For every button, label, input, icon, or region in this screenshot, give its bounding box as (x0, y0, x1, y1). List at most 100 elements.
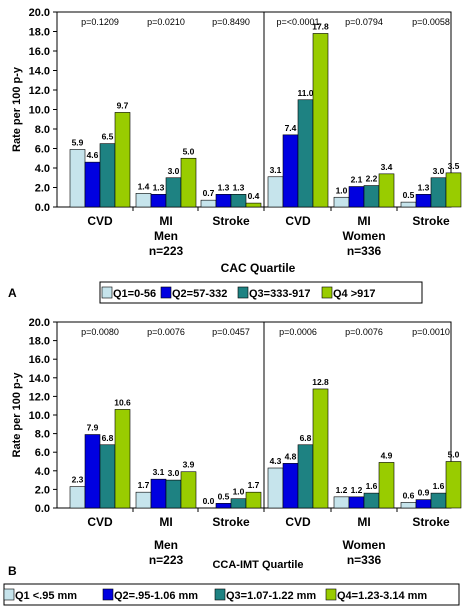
bar (348, 186, 365, 208)
legend-swatch (160, 286, 172, 299)
category-label: Stroke (212, 515, 250, 529)
group-n-label: n=336 (347, 553, 382, 567)
y-tick-label: 0.0 (35, 503, 50, 515)
legend-entry: Q3=1.07-1.22 mm (226, 590, 316, 602)
bar (363, 492, 380, 509)
y-tick-label: 2.0 (35, 484, 50, 496)
y-tick-label: 4.0 (35, 163, 50, 175)
bar (230, 498, 247, 509)
bar (135, 491, 152, 509)
bar (282, 134, 299, 208)
bar (135, 193, 152, 208)
bar-value-label: 0.5 (218, 491, 230, 501)
bar-value-label: 6.8 (300, 433, 312, 443)
p-value-label: p=0.0457 (212, 327, 250, 337)
y-tick-label: 8.0 (35, 429, 50, 441)
y-tick-label: 18.0 (29, 336, 50, 348)
bar (69, 149, 86, 208)
bar (415, 194, 432, 208)
bar-value-label: 1.3 (218, 182, 230, 192)
y-tick-label: 8.0 (35, 124, 50, 136)
bar-value-label: 1.7 (138, 480, 150, 490)
bar (430, 177, 447, 208)
p-value-label: p=0.1209 (81, 17, 119, 27)
bar (378, 462, 395, 509)
y-tick-label: 18.0 (29, 27, 50, 39)
bar-value-label: 3.0 (168, 166, 180, 176)
legend-swatch (102, 588, 114, 601)
legend-entry: Q3=333-917 (249, 288, 310, 300)
bar-value-label: 10.6 (114, 397, 131, 407)
x-axis-title: CCA-IMT Quartile (212, 559, 303, 571)
legend-entry: Q1=0-56 (113, 288, 156, 300)
legend-swatch (321, 286, 333, 299)
chart-panel-a: 0.0 2.0 4.0 6.0 8.0 10.0 12.0 14.0 16.0 18.0 20.0 R… (8, 7, 462, 304)
group-n-label: n=336 (347, 244, 382, 258)
bar (215, 194, 232, 208)
bar-value-label: 1.2 (351, 485, 363, 495)
bar (245, 202, 262, 208)
bar-value-label: 1.6 (366, 481, 378, 491)
bar-value-label: 1.3 (233, 182, 245, 192)
bar-value-label: 1.0 (336, 185, 348, 195)
bar-value-label: 1.0 (233, 487, 245, 497)
bar (297, 444, 314, 509)
legend-swatch (101, 286, 113, 299)
y-tick-label: 16.0 (29, 46, 50, 58)
bar (200, 199, 217, 208)
bar (363, 185, 380, 208)
category-label: Stroke (212, 214, 250, 228)
bar-value-label: 3.0 (168, 468, 180, 478)
bar (215, 503, 232, 509)
bar-value-label: 3.0 (433, 166, 445, 176)
bar-value-label: 0.7 (203, 188, 215, 198)
bar (445, 461, 462, 509)
bar (312, 388, 329, 509)
chart-panel-b: 0.0 2.0 4.0 6.0 8.0 10.0 12.0 14.0 16.0 18.0 20.0 R… (3, 317, 462, 606)
bar (180, 157, 197, 208)
bar (297, 99, 314, 208)
bar (114, 409, 131, 509)
bar-value-label: 5.9 (72, 137, 84, 147)
bar-value-label: 11.0 (297, 88, 313, 98)
p-value-label: p=0.0794 (345, 17, 383, 27)
bar-value-label: 2.3 (72, 475, 84, 485)
bar (69, 486, 86, 509)
bar-value-label: 2.1 (351, 175, 363, 185)
category-label: Stroke (412, 515, 450, 529)
group-sex-label: Men (154, 229, 178, 243)
bar (99, 143, 116, 208)
y-tick-label: 6.0 (35, 447, 50, 459)
bar-value-label: 3.5 (448, 161, 460, 171)
legend-entry: Q2=.95-1.06 mm (114, 590, 198, 602)
bar (150, 478, 167, 509)
legend-swatch (237, 286, 249, 299)
bar-value-label: 9.7 (117, 100, 129, 110)
y-tick-label: 0.0 (35, 202, 50, 214)
bar (114, 112, 131, 208)
group-sex-label: Women (342, 229, 385, 243)
bar-value-label: 0.9 (418, 488, 430, 498)
group-n-label: n=223 (149, 244, 184, 258)
panel-label: B (8, 564, 17, 578)
p-value-label: p=0.0080 (81, 327, 119, 337)
bar-value-label: 6.8 (102, 433, 114, 443)
bar (180, 471, 197, 509)
y-tick-label: 6.0 (35, 144, 50, 156)
p-value-label: p=0.0006 (279, 327, 317, 337)
legend-box (99, 281, 423, 304)
p-value-label: p=0.0058 (412, 17, 450, 27)
y-tick-label: 20.0 (29, 7, 50, 19)
legend-entry: Q4 >917 (333, 288, 376, 300)
y-tick-label: 10.0 (29, 105, 50, 117)
legend-swatch (214, 588, 226, 601)
group-sex-label: Men (154, 538, 178, 552)
y-axis-label: Rate per 100 p-y (11, 372, 23, 458)
bar-value-label: 17.8 (312, 21, 329, 31)
bar (267, 467, 284, 509)
bar-value-label: 0.0 (203, 496, 215, 506)
y-tick-label: 14.0 (29, 66, 50, 78)
y-tick-label: 10.0 (29, 410, 50, 422)
bar-value-label: 4.6 (87, 150, 99, 160)
bar (165, 479, 182, 509)
